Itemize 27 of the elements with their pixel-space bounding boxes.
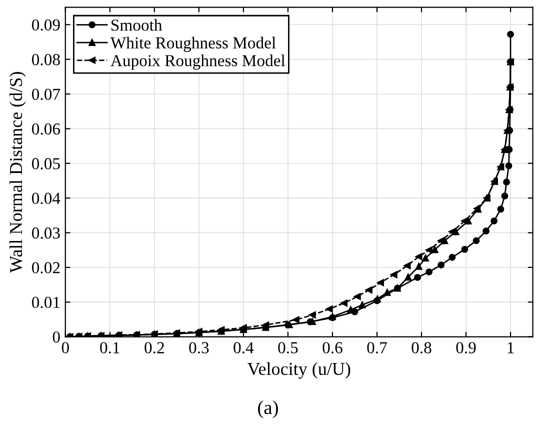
x-axis-title: Velocity (u/U) <box>247 362 350 379</box>
text: (a) <box>258 400 278 418</box>
y-tick-label: 0 <box>52 331 60 343</box>
legend-label: Smooth <box>112 19 162 31</box>
legend-label: Aupoix Roughness Model <box>110 54 286 70</box>
x-tick-label: 1 <box>508 342 514 354</box>
y-tick-label: 0.01 <box>32 296 60 308</box>
x-tick-label: 0.8 <box>412 342 432 354</box>
x-tick-label: 0.4 <box>234 342 254 354</box>
x-tick-label: 0.1 <box>100 342 120 354</box>
y-axis-title: Wall Normal Distance (d/S) <box>9 72 26 273</box>
x-tick-label: 0.7 <box>367 342 387 354</box>
legend-label: White Roughness Model <box>110 36 276 52</box>
x-tick-label: 0.9 <box>456 342 476 354</box>
y-tick-label: 0.06 <box>32 123 60 135</box>
x-tick-label: 0.6 <box>322 342 342 354</box>
x-tick-label: 0.5 <box>278 342 298 354</box>
x-tick-label: 0.2 <box>144 342 164 354</box>
y-tick-label: 0.08 <box>32 54 60 66</box>
y-tick-label: 0.05 <box>32 158 60 170</box>
y-tick-label: 0.02 <box>32 262 60 274</box>
y-tick-label: 0.04 <box>32 192 60 204</box>
y-tick-label: 0.09 <box>32 19 60 31</box>
x-tick-label: 0.3 <box>189 342 209 354</box>
x-tick-label: 0 <box>62 342 69 354</box>
y-tick-label: 0.03 <box>32 227 60 239</box>
y-tick-label: 0.07 <box>32 88 60 100</box>
